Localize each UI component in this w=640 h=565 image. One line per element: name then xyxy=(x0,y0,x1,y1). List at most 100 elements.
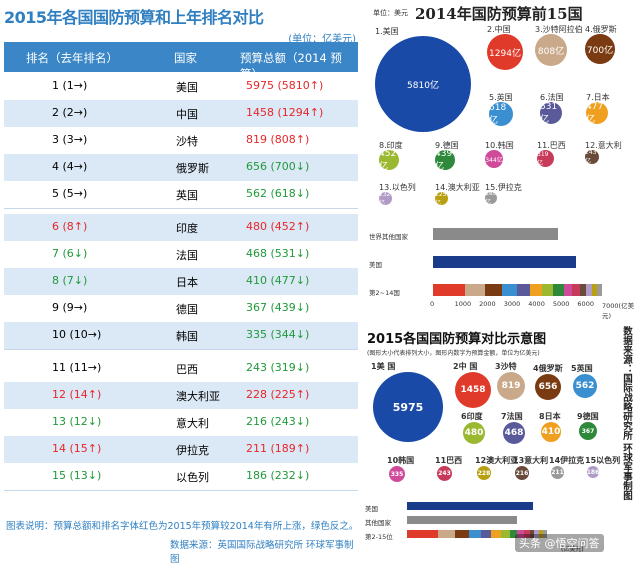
bar-segment xyxy=(530,284,542,296)
bubble-label: 2中 国 xyxy=(453,362,478,371)
bubble: 452亿 xyxy=(379,149,399,172)
bar-segment xyxy=(484,284,502,296)
bar-segment xyxy=(524,530,530,538)
table-row: 13 (12↓) 意大利 216 (243↓) xyxy=(4,409,358,437)
watermark: 头条 @悟空问答 xyxy=(515,534,604,552)
rank-cell: 6 (8↑) xyxy=(52,220,88,233)
country-cell: 印度 xyxy=(176,222,198,235)
bar-segment xyxy=(464,284,485,296)
budget-cell: 1458 (1294↑) xyxy=(246,106,324,119)
budget-cell: 480 (452↑) xyxy=(246,220,310,233)
bubble-label: 6.法国 xyxy=(540,93,564,102)
bubble-label: 5英国 xyxy=(571,364,593,373)
bubble-label: 7法国 xyxy=(501,412,523,421)
bubble: 562 xyxy=(573,374,597,398)
bubble-label: 5.英国 xyxy=(489,93,513,102)
bar-segment xyxy=(543,530,548,538)
bubble: 243亿 xyxy=(585,149,599,165)
table-row: 12 (14↑) 澳大利亚 228 (225↑) xyxy=(4,382,358,410)
rank-cell: 14 (15↑) xyxy=(52,442,102,455)
country-cell: 德国 xyxy=(176,303,198,316)
bar xyxy=(407,516,517,524)
header-country: 国家 xyxy=(174,51,197,65)
bottom-unit: (亿美元) xyxy=(561,546,584,553)
rank-cell: 9 (9→) xyxy=(52,301,88,314)
bubble-chart-2015: 2015各国国防预算对比示意图 (图形大小代表排列大小，图形内数字为预算金额，单… xyxy=(365,320,640,555)
bubble-label: 11.巴西 xyxy=(537,141,566,150)
bar-segment xyxy=(572,284,580,296)
bubble-unit: 单位：美元 xyxy=(373,9,408,17)
rank-cell: 5 (5→) xyxy=(52,187,88,200)
bubble-chart-2014: 单位：美元 2014年国防预算前15国 1.美国 5810亿 2.中国 1294亿 3.… xyxy=(365,0,640,215)
bar-category-label: 其他国家 xyxy=(365,519,391,527)
bar xyxy=(433,256,576,268)
table-row: 6 (8↑) 印度 480 (452↑) xyxy=(4,214,358,242)
country-cell: 美国 xyxy=(176,81,198,94)
axis-tick: 3000 xyxy=(503,300,521,308)
table-row: 2 (2→) 中国 1458 (1294↑) xyxy=(4,100,358,128)
bar-category-label: 美国 xyxy=(365,505,378,513)
rank-cell: 4 (4→) xyxy=(52,160,88,173)
bubble: 531亿 xyxy=(540,102,562,125)
country-cell: 巴西 xyxy=(176,363,198,376)
bar-segment xyxy=(534,530,539,538)
table-row: 15 (13↓) 以色列 186 (232↓) xyxy=(4,463,358,491)
bar-segment xyxy=(591,284,598,296)
axis-tick: 2000 xyxy=(479,300,496,308)
axis-tick: 6000 xyxy=(577,300,594,308)
bar-segment xyxy=(437,530,456,538)
rank-cell: 15 (13↓) xyxy=(52,469,102,482)
bar-segment xyxy=(597,284,602,296)
bar-segment xyxy=(469,530,481,538)
axis-tick: 7000(亿美元) xyxy=(602,302,635,320)
bar-segment xyxy=(541,284,553,296)
rank-cell: 3 (3→) xyxy=(52,133,88,146)
axis-tick: 1000 xyxy=(454,300,472,308)
rank-cell: 1 (1→) xyxy=(52,79,88,92)
bar-segment xyxy=(433,284,465,296)
bubble: 410 xyxy=(541,422,561,442)
bubble: 819 xyxy=(497,372,525,400)
rank-cell: 7 (6↓) xyxy=(52,247,88,260)
bar-segment xyxy=(501,284,518,296)
bubble: 335 xyxy=(389,466,405,482)
budget-cell: 5975 (5810↑) xyxy=(246,79,324,92)
rank-cell: 11 (11→) xyxy=(52,361,102,374)
country-cell: 伊拉克 xyxy=(176,444,209,457)
rank-cell: 13 (12↓) xyxy=(52,415,102,428)
bar-segment xyxy=(538,530,544,538)
bar-segment xyxy=(579,284,586,296)
header-rank: 排名（去年排名） xyxy=(26,51,118,65)
budget-cell: 216 (243↓) xyxy=(246,415,310,428)
bubble: 1294亿 xyxy=(487,34,523,70)
country-cell: 日本 xyxy=(176,276,198,289)
bubble: 477亿 xyxy=(586,102,608,125)
rank-cell: 12 (14↑) xyxy=(52,388,102,401)
bubble-label: 4.俄罗斯 xyxy=(585,25,617,34)
bubble: 480 xyxy=(463,422,485,444)
budget-cell: 819 (808↑) xyxy=(246,133,310,146)
bubble-label: 15以色列 xyxy=(585,456,621,465)
bubble: 5810亿 xyxy=(375,36,471,132)
country-cell: 中国 xyxy=(176,108,198,121)
table-row: 14 (15↑) 伊拉克 211 (189↑) xyxy=(4,436,358,464)
bar-segment xyxy=(552,284,564,296)
axis-tick: 0 xyxy=(430,300,435,308)
bubble-label: 1.美国 xyxy=(375,27,399,36)
country-cell: 法国 xyxy=(176,249,198,262)
axis-tick: 5000 xyxy=(552,300,570,308)
bubble-title: 2014年国防预算前15国 xyxy=(415,5,583,23)
axis-tick: 4000 xyxy=(528,300,545,308)
bubble: 211 xyxy=(551,466,564,479)
bar-segment xyxy=(455,530,469,538)
bubble-label: 4俄罗斯 xyxy=(533,364,563,373)
bottom-side-source: 数据来源：国际战略研究所 环球军事制图 xyxy=(621,326,632,501)
table-row: 10 (10→) 韩国 335 (344↓) xyxy=(4,322,358,350)
table-row: 4 (4→) 俄罗斯 656 (700↓) xyxy=(4,154,358,182)
table-row: 1 (1→) 美国 5975 (5810↑) xyxy=(4,73,358,101)
bar-segment xyxy=(517,284,531,296)
bar-segment xyxy=(585,284,592,296)
bubble-label: 13意大利 xyxy=(513,456,549,465)
bubble: 228 xyxy=(477,466,491,480)
table-row: 3 (3→) 沙特 819 (808↑) xyxy=(4,127,358,155)
